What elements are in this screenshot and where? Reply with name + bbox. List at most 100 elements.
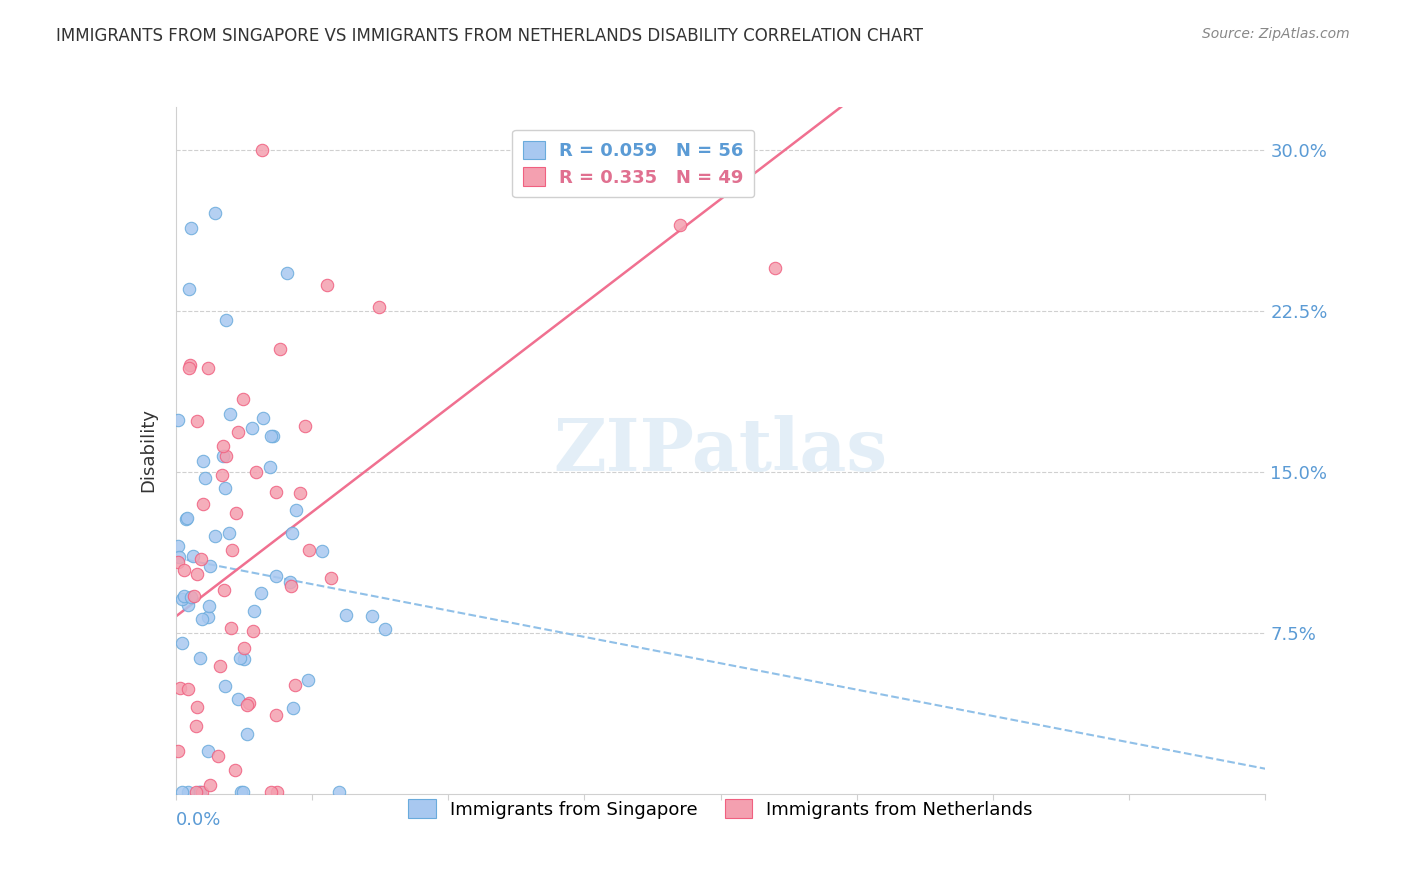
Point bbox=[179, 361, 201, 376]
Point bbox=[181, 549, 204, 564]
Point bbox=[198, 559, 221, 574]
Point bbox=[191, 454, 214, 468]
Point bbox=[328, 785, 350, 799]
Point bbox=[238, 696, 260, 710]
Point bbox=[191, 497, 214, 511]
Point bbox=[361, 609, 384, 624]
Point bbox=[276, 266, 298, 280]
Point bbox=[668, 218, 690, 232]
Text: ZIPatlas: ZIPatlas bbox=[554, 415, 887, 486]
Point bbox=[252, 411, 274, 425]
Point bbox=[184, 785, 207, 799]
Point bbox=[242, 624, 264, 638]
Point bbox=[179, 283, 201, 297]
Point bbox=[290, 486, 312, 500]
Point bbox=[167, 539, 190, 553]
Point bbox=[228, 691, 250, 706]
Point bbox=[232, 785, 254, 799]
Point bbox=[167, 744, 190, 758]
Point bbox=[211, 439, 233, 453]
Point bbox=[172, 591, 194, 606]
Point bbox=[335, 607, 357, 622]
Point bbox=[190, 552, 212, 566]
Point bbox=[264, 485, 287, 500]
Point bbox=[233, 652, 256, 666]
Point bbox=[281, 701, 304, 715]
Legend: Immigrants from Singapore, Immigrants from Netherlands: Immigrants from Singapore, Immigrants fr… bbox=[401, 792, 1040, 826]
Point bbox=[197, 599, 219, 613]
Point bbox=[214, 583, 236, 598]
Point bbox=[319, 570, 342, 584]
Point bbox=[236, 727, 259, 741]
Text: 0.0%: 0.0% bbox=[176, 811, 221, 829]
Point bbox=[311, 544, 333, 558]
Point bbox=[215, 312, 238, 326]
Point bbox=[191, 612, 214, 626]
Point bbox=[188, 651, 211, 665]
Point bbox=[191, 785, 214, 799]
Point bbox=[259, 785, 281, 799]
Point bbox=[229, 651, 252, 665]
Point bbox=[240, 421, 263, 435]
Point bbox=[294, 418, 316, 433]
Point bbox=[278, 575, 301, 590]
Point bbox=[188, 785, 211, 799]
Point bbox=[218, 408, 240, 422]
Point bbox=[186, 699, 208, 714]
Point bbox=[173, 563, 195, 577]
Point bbox=[260, 428, 283, 442]
Point bbox=[186, 414, 208, 428]
Point bbox=[169, 681, 191, 695]
Point bbox=[259, 460, 281, 475]
Point bbox=[264, 569, 287, 583]
Point bbox=[177, 785, 200, 799]
Point bbox=[297, 673, 319, 687]
Point bbox=[250, 586, 273, 600]
Point bbox=[232, 392, 254, 407]
Point bbox=[180, 590, 202, 604]
Point bbox=[232, 640, 254, 655]
Point bbox=[170, 636, 193, 650]
Point bbox=[214, 679, 236, 693]
Point bbox=[214, 482, 236, 496]
Point bbox=[211, 468, 233, 483]
Point bbox=[231, 785, 253, 799]
Point bbox=[167, 413, 190, 427]
Point bbox=[180, 221, 202, 235]
Point bbox=[374, 622, 396, 636]
Point bbox=[284, 678, 307, 692]
Point bbox=[177, 598, 200, 612]
Point bbox=[316, 278, 339, 293]
Point bbox=[172, 785, 194, 799]
Point bbox=[269, 343, 291, 357]
Point bbox=[214, 450, 236, 464]
Point bbox=[211, 449, 233, 463]
Point bbox=[368, 300, 391, 314]
Point bbox=[225, 506, 247, 520]
Point bbox=[655, 143, 678, 157]
Point bbox=[280, 578, 302, 592]
Point bbox=[219, 621, 242, 635]
Point bbox=[183, 589, 205, 603]
Point bbox=[243, 604, 266, 618]
Point bbox=[236, 698, 259, 713]
Point bbox=[209, 659, 232, 673]
Point bbox=[177, 681, 200, 696]
Point bbox=[179, 359, 201, 373]
Point bbox=[250, 143, 273, 157]
Point bbox=[188, 785, 211, 799]
Point bbox=[284, 503, 307, 517]
Text: Source: ZipAtlas.com: Source: ZipAtlas.com bbox=[1202, 27, 1350, 41]
Point bbox=[204, 529, 226, 543]
Point bbox=[174, 512, 197, 526]
Point bbox=[262, 428, 284, 442]
Point bbox=[184, 718, 207, 732]
Y-axis label: Disability: Disability bbox=[139, 409, 157, 492]
Point bbox=[204, 206, 226, 220]
Point bbox=[197, 361, 219, 376]
Point bbox=[266, 785, 288, 799]
Point bbox=[198, 778, 221, 792]
Point bbox=[218, 525, 240, 540]
Point bbox=[264, 707, 287, 722]
Point bbox=[167, 549, 190, 564]
